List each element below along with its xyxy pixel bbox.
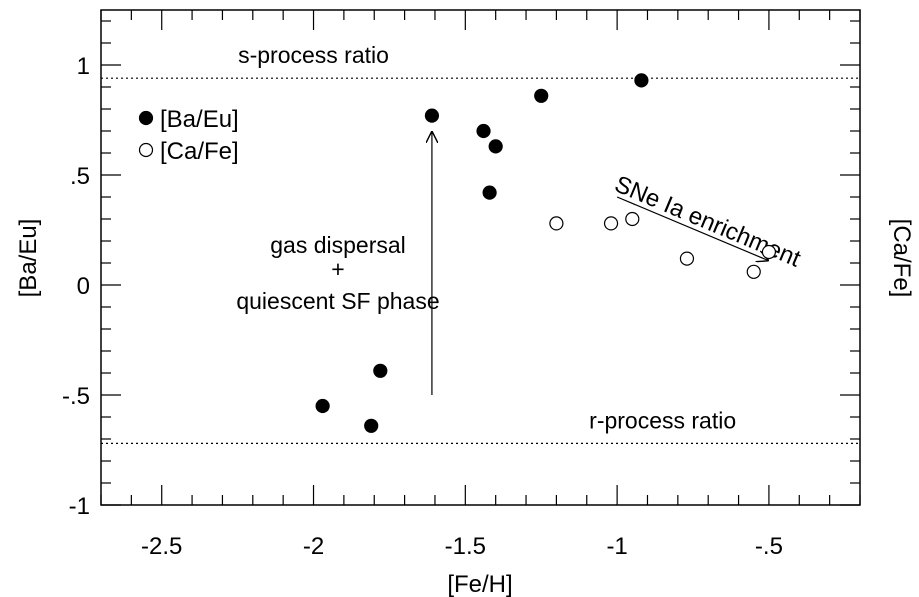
- y-tick-label: -1: [69, 493, 90, 520]
- legend-label: [Ba/Eu]: [160, 106, 239, 133]
- ba-eu-point: [476, 123, 491, 139]
- gas-dispersal-text: gas dispersal: [270, 232, 406, 258]
- ba-eu-point: [634, 73, 649, 88]
- ca-fe-point: [746, 264, 761, 279]
- y-tick-label: -.5: [62, 383, 90, 410]
- x-tick-label: -2: [303, 533, 324, 560]
- reference-lines: [101, 77, 860, 444]
- ba-eu-point: [488, 139, 503, 154]
- data-points: [315, 73, 777, 433]
- x-tick-labels: -2.5 -2 -1.5 -1 -.5: [141, 533, 783, 560]
- y-tick-label: .5: [70, 163, 90, 190]
- gas-dispersal-text: +: [331, 256, 344, 282]
- reference-line-label: s-process ratio: [238, 42, 389, 68]
- x-tick-label: -1.5: [445, 533, 486, 560]
- gas-dispersal-text: quiescent SF phase: [236, 288, 439, 314]
- ba-eu-point: [373, 363, 388, 378]
- y-axis-label-right: [Ca/Fe]: [888, 219, 915, 298]
- ca-fe-point: [761, 244, 777, 260]
- ba-eu-point: [424, 108, 440, 123]
- y-axis-label: [Ba/Eu]: [15, 219, 42, 298]
- ca-fe-point: [625, 211, 640, 227]
- y-tick-labels: -1 -.5 0 .5 1: [62, 53, 90, 520]
- reference-line-label: r-process ratio: [589, 407, 736, 433]
- y-tick-label: 0: [77, 273, 90, 300]
- ca-fe-point: [603, 216, 619, 231]
- ba-eu-point: [534, 88, 549, 103]
- axis-ticks: [100, 10, 861, 506]
- ba-eu-point: [315, 398, 330, 414]
- x-axis-label: [Fe/H]: [447, 571, 512, 597]
- sne-enrichment-arrow: [616, 196, 769, 261]
- sne-enrichment-text: SNe Ia enrichment: [611, 171, 805, 273]
- legend-ca-fe-marker: [138, 142, 154, 158]
- reference-line-labels: s-process ratio r-process ratio: [238, 42, 736, 433]
- annotations: gas dispersal+ quiescent SF phase SNe Ia e…: [236, 131, 805, 395]
- plot-frame: [100, 9, 861, 506]
- ca-fe-point: [679, 251, 695, 266]
- legend: [Ba/Eu] [Ca/Fe]: [138, 106, 239, 165]
- ba-eu-point: [364, 418, 379, 433]
- legend-ba-eu-marker: [138, 110, 154, 126]
- y-tick-label: 1: [77, 53, 90, 80]
- legend-label: [Ca/Fe]: [160, 138, 239, 165]
- x-tick-label: -1: [606, 533, 627, 560]
- x-tick-label: -.5: [755, 533, 783, 560]
- ba-eu-point: [482, 185, 497, 200]
- x-tick-label: -2.5: [141, 533, 182, 560]
- ca-fe-point: [549, 216, 564, 231]
